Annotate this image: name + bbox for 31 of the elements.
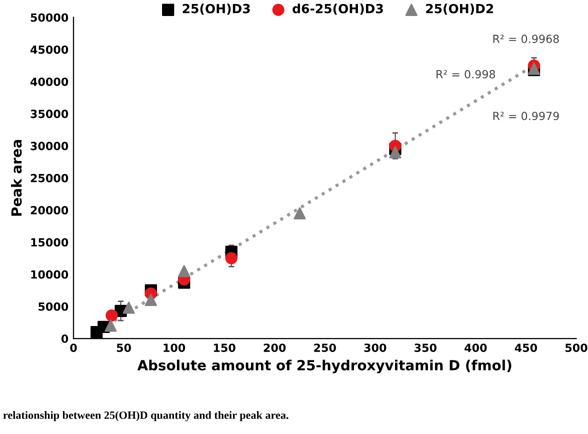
x-tick-label: 450 <box>514 344 538 352</box>
annotation: R² = 0.9968 <box>493 34 559 44</box>
y-tick-label: 50000 <box>30 13 68 22</box>
x-tick-label: 150 <box>214 344 236 352</box>
y-tick-label: 40000 <box>30 78 68 86</box>
x-tick-label: 400 <box>464 344 487 352</box>
x-tick-label: 0 <box>70 344 77 352</box>
legend-label: 25(OH)D2 <box>426 4 494 15</box>
y-tick-label: 30000 <box>30 142 68 150</box>
x-tick-label: 500 <box>566 344 588 352</box>
annotation: R² = 0.998 <box>436 70 496 78</box>
annotation: R² = 0.9979 <box>493 112 559 120</box>
y-tick-label: 0 <box>61 334 68 343</box>
x-tick-label: 300 <box>364 344 386 352</box>
legend-label: d6-25(OH)D3 <box>292 4 383 15</box>
text: relationship between 25(OH)D quantity and their peak area. <box>3 411 288 422</box>
y-tick-label: 35000 <box>30 110 68 118</box>
y-tick-label: 15000 <box>31 238 68 247</box>
legend-label: 25(OH)D3 <box>182 4 250 15</box>
x-tick-label: 200 <box>264 344 286 352</box>
x-tick-label: 100 <box>164 344 186 352</box>
y-tick-label: 10000 <box>31 270 68 279</box>
y-tick-label: 25000 <box>30 174 68 182</box>
y-tick-label: 20000 <box>30 206 68 214</box>
y-axis-title: Peak area <box>10 140 22 216</box>
x-tick-label: 350 <box>414 344 436 352</box>
y-tick-label: 5000 <box>38 302 68 311</box>
y-tick-label: 45000 <box>30 45 68 54</box>
x-axis-title: Absolute amount of 25-hydroxyvitamin D (fmol) <box>137 360 512 374</box>
x-tick-label: 250 <box>314 344 336 352</box>
x-tick-label: 50 <box>116 344 131 352</box>
